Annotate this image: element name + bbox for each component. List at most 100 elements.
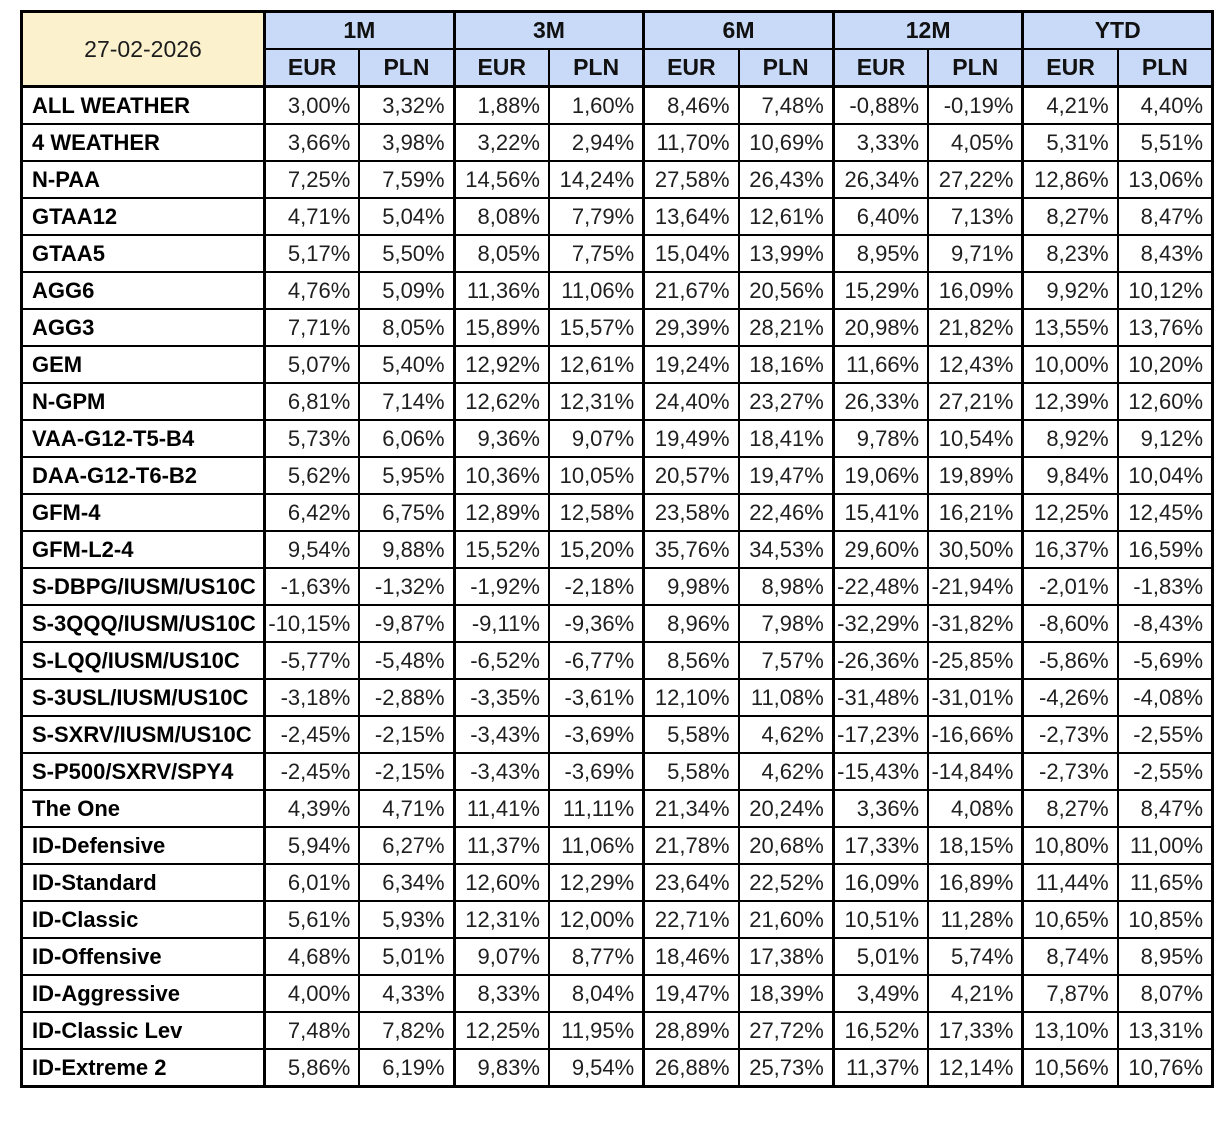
value-cell: 26,43% — [737, 160, 835, 199]
table-row: GTAA12 4,71% 5,04% 8,08% 7,79% 13,64% 12,61% 6,… — [20, 197, 1214, 236]
value-cell: 10,04% — [1116, 456, 1214, 495]
value-cell: -2,55% — [1116, 715, 1214, 754]
value-cell: -3,18% — [263, 678, 361, 717]
value-cell: 16,09% — [831, 863, 930, 902]
value-cell: 19,47% — [642, 974, 740, 1013]
value-cell: 5,62% — [263, 456, 361, 495]
value-cell: 15,29% — [831, 271, 930, 310]
value-cell: 8,95% — [1116, 937, 1214, 976]
value-cell: 5,73% — [263, 419, 361, 458]
value-cell: 12,25% — [452, 1011, 550, 1050]
table-body: ALL WEATHER 3,00% 3,32% 1,88% 1,60% 8,46% 7,48… — [20, 85, 1214, 1088]
currency-header-6m-pln: PLN — [737, 48, 835, 88]
value-cell: 20,98% — [831, 308, 930, 347]
value-cell: 14,56% — [452, 160, 550, 199]
currency-header-ytd-eur: EUR — [1021, 48, 1119, 88]
value-cell: 12,62% — [452, 382, 550, 421]
value-cell: 12,29% — [547, 863, 645, 902]
value-cell: 9,07% — [452, 937, 550, 976]
value-cell: -26,36% — [831, 641, 930, 680]
value-cell: -5,86% — [1021, 641, 1119, 680]
table-row: N-PAA 7,25% 7,59% 14,56% 14,24% 27,58% 26,43% 2… — [20, 160, 1214, 199]
value-cell: 7,82% — [358, 1011, 456, 1050]
value-cell: 13,10% — [1021, 1011, 1119, 1050]
value-cell: 16,37% — [1021, 530, 1119, 569]
value-cell: 20,56% — [737, 271, 835, 310]
value-cell: -2,15% — [358, 752, 456, 791]
table-row: ID-Classic Lev 7,48% 7,82% 12,25% 11,95% 28,8… — [20, 1011, 1214, 1050]
value-cell: 5,94% — [263, 826, 361, 865]
value-cell: 23,27% — [737, 382, 835, 421]
value-cell: 18,41% — [737, 419, 835, 458]
period-header-ytd: YTD — [1021, 10, 1214, 50]
value-cell: 7,13% — [927, 197, 1024, 236]
value-cell: 9,12% — [1116, 419, 1214, 458]
value-cell: -15,43% — [831, 752, 930, 791]
value-cell: 9,54% — [547, 1048, 645, 1088]
value-cell: 12,45% — [1116, 493, 1214, 532]
value-cell: -3,69% — [547, 715, 645, 754]
value-cell: 8,74% — [1021, 937, 1119, 976]
value-cell: 11,44% — [1021, 863, 1119, 902]
value-cell: 9,54% — [263, 530, 361, 569]
value-cell: 8,47% — [1116, 197, 1214, 236]
value-cell: 12,31% — [452, 900, 550, 939]
value-cell: 22,46% — [737, 493, 835, 532]
value-cell: 8,33% — [452, 974, 550, 1013]
value-cell: 8,96% — [642, 604, 740, 643]
value-cell: 8,43% — [1116, 234, 1214, 273]
value-cell: 5,58% — [642, 715, 740, 754]
value-cell: 8,04% — [547, 974, 645, 1013]
value-cell: 12,31% — [547, 382, 645, 421]
value-cell: 6,34% — [358, 863, 456, 902]
table-row: ID-Offensive 4,68% 5,01% 9,07% 8,77% 18,46% 17… — [20, 937, 1214, 976]
value-cell: 22,52% — [737, 863, 835, 902]
table-row: S-3QQQ/IUSM/US10C -10,15% -9,87% -9,11% -9,3… — [20, 604, 1214, 643]
value-cell: 10,36% — [452, 456, 550, 495]
value-cell: 28,89% — [642, 1011, 740, 1050]
value-cell: 4,62% — [737, 752, 835, 791]
value-cell: -4,08% — [1116, 678, 1214, 717]
currency-header-1m-eur: EUR — [263, 48, 361, 88]
row-label: GTAA5 — [20, 234, 266, 273]
value-cell: 24,40% — [642, 382, 740, 421]
value-cell: -9,87% — [358, 604, 456, 643]
value-cell: 4,00% — [263, 974, 361, 1013]
value-cell: 8,05% — [452, 234, 550, 273]
value-cell: 16,09% — [927, 271, 1024, 310]
value-cell: 13,55% — [1021, 308, 1119, 347]
row-label: GEM — [20, 345, 266, 384]
value-cell: 6,42% — [263, 493, 361, 532]
value-cell: 3,00% — [263, 85, 361, 125]
value-cell: 8,47% — [1116, 789, 1214, 828]
value-cell: -5,48% — [358, 641, 456, 680]
period-header-3m: 3M — [452, 10, 645, 50]
value-cell: 12,60% — [1116, 382, 1214, 421]
value-cell: 13,06% — [1116, 160, 1214, 199]
value-cell: 4,33% — [358, 974, 456, 1013]
value-cell: 11,11% — [547, 789, 645, 828]
value-cell: 12,92% — [452, 345, 550, 384]
value-cell: 9,88% — [358, 530, 456, 569]
value-cell: 23,58% — [642, 493, 740, 532]
value-cell: 7,14% — [358, 382, 456, 421]
value-cell: -31,01% — [927, 678, 1024, 717]
row-label: ID-Classic Lev — [20, 1011, 266, 1050]
row-label: N-GPM — [20, 382, 266, 421]
table-row: ID-Aggressive 4,00% 4,33% 8,33% 8,04% 19,47% 1… — [20, 974, 1214, 1013]
value-cell: 5,40% — [358, 345, 456, 384]
value-cell: 13,76% — [1116, 308, 1214, 347]
value-cell: 4,05% — [927, 123, 1024, 162]
value-cell: 12,61% — [737, 197, 835, 236]
period-header-6m: 6M — [642, 10, 835, 50]
table-row: VAA-G12-T5-B4 5,73% 6,06% 9,36% 9,07% 19,49% 1… — [20, 419, 1214, 458]
value-cell: 7,25% — [263, 160, 361, 199]
value-cell: 8,27% — [1021, 789, 1119, 828]
value-cell: 7,71% — [263, 308, 361, 347]
table-row: S-DBPG/IUSM/US10C -1,63% -1,32% -1,92% -2,18… — [20, 567, 1214, 606]
value-cell: -3,69% — [547, 752, 645, 791]
table-row: ID-Standard 6,01% 6,34% 12,60% 12,29% 23,64% 2… — [20, 863, 1214, 902]
value-cell: 8,23% — [1021, 234, 1119, 273]
value-cell: -0,19% — [927, 85, 1024, 125]
row-label: S-P500/SXRV/SPY4 — [20, 752, 266, 791]
